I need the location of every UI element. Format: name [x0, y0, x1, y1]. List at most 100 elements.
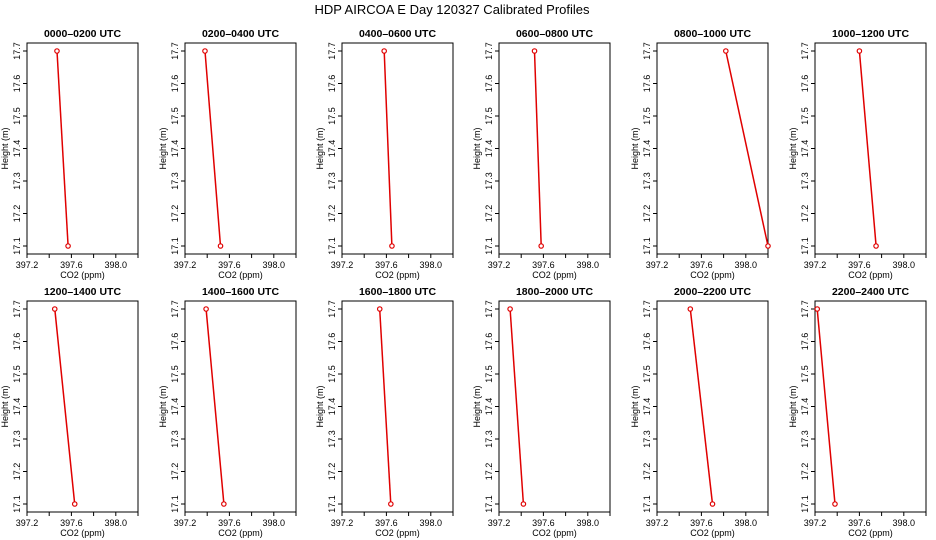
- x-axis-label: CO2 (ppm): [375, 270, 420, 280]
- y-tick-label: 17.4: [800, 140, 810, 158]
- y-tick-label: 17.1: [170, 237, 180, 255]
- y-tick-label: 17.4: [327, 140, 337, 158]
- x-tick-label: 397.2: [174, 518, 197, 528]
- data-point: [856, 48, 863, 54]
- y-tick-label: 17.2: [642, 463, 652, 481]
- x-tick-label: 397.2: [331, 518, 354, 528]
- y-tick-label: 17.7: [642, 42, 652, 60]
- y-tick-label: 17.2: [12, 205, 22, 223]
- panel-title: 0800–1000 UTC: [674, 28, 751, 40]
- y-tick-label: 17.5: [642, 365, 652, 383]
- x-tick-label: 398.0: [105, 260, 128, 270]
- y-axis-label: Height (m): [788, 385, 798, 427]
- panel-title: 1400–1600 UTC: [202, 286, 279, 298]
- x-tick-label: 397.2: [331, 260, 354, 270]
- x-axis-label: CO2 (ppm): [532, 270, 577, 280]
- data-point: [765, 243, 771, 249]
- panel-title: 1600–1800 UTC: [359, 286, 436, 298]
- y-tick-label: 17.2: [12, 463, 22, 481]
- plot-frame: [498, 42, 611, 255]
- y-axis-label: Height (m): [472, 127, 482, 169]
- data-point: [531, 48, 538, 54]
- x-axis-label: CO2 (ppm): [848, 270, 893, 280]
- y-tick-label: 17.6: [642, 333, 652, 351]
- x-tick-label: 397.6: [848, 260, 871, 270]
- y-axis-label: Height (m): [158, 127, 168, 169]
- y-tick-label: 17.3: [800, 430, 810, 448]
- y-tick-label: 17.6: [484, 75, 494, 93]
- plot-frame: [184, 300, 297, 513]
- y-tick-label: 17.1: [484, 495, 494, 513]
- x-tick-label: 398.0: [735, 260, 758, 270]
- y-tick-label: 17.7: [327, 42, 337, 60]
- panel-title: 0000–0200 UTC: [44, 28, 121, 40]
- y-axis-label: Height (m): [158, 385, 168, 427]
- y-tick-label: 17.7: [800, 42, 810, 60]
- y-tick-label: 17.1: [642, 495, 652, 513]
- y-tick-label: 17.1: [170, 495, 180, 513]
- profile-line: [378, 308, 392, 505]
- y-tick-label: 17.4: [170, 398, 180, 416]
- x-tick-label: 398.0: [420, 518, 443, 528]
- plot-frame: [184, 42, 297, 255]
- panel-title: 0400–0600 UTC: [359, 28, 436, 40]
- y-tick-label: 17.7: [484, 300, 494, 318]
- y-tick-label: 17.5: [800, 107, 810, 125]
- y-axis-label: Height (m): [788, 127, 798, 169]
- y-tick-label: 17.4: [327, 398, 337, 416]
- x-tick-label: 397.6: [60, 518, 83, 528]
- data-point: [507, 306, 513, 312]
- plot-frame: [814, 42, 927, 255]
- profile-line: [689, 308, 714, 505]
- y-tick-label: 17.3: [170, 430, 180, 448]
- profile-line: [509, 308, 525, 505]
- y-tick-label: 17.6: [800, 75, 810, 93]
- x-axis-label: CO2 (ppm): [532, 528, 577, 538]
- plot-frame: [656, 300, 769, 513]
- y-tick-label: 17.3: [484, 172, 494, 190]
- data-point: [54, 48, 60, 54]
- y-tick-label: 17.4: [642, 140, 652, 158]
- y-tick-label: 17.6: [642, 75, 652, 93]
- y-tick-label: 17.5: [12, 365, 22, 383]
- x-axis-label: CO2 (ppm): [690, 528, 735, 538]
- y-axis-label: Height (m): [630, 385, 640, 427]
- y-tick-label: 17.4: [642, 398, 652, 416]
- y-tick-label: 17.1: [12, 237, 22, 255]
- x-tick-label: 398.0: [577, 518, 600, 528]
- y-tick-label: 17.3: [327, 172, 337, 190]
- x-tick-label: 397.6: [848, 518, 871, 528]
- y-tick-label: 17.2: [170, 463, 180, 481]
- x-tick-label: 397.2: [646, 518, 669, 528]
- profile-line: [858, 50, 877, 247]
- x-axis-label: CO2 (ppm): [218, 528, 263, 538]
- y-tick-label: 17.6: [327, 333, 337, 351]
- y-tick-label: 17.4: [484, 140, 494, 158]
- data-point: [202, 48, 208, 54]
- data-point: [687, 306, 694, 312]
- data-point: [221, 501, 227, 507]
- y-tick-label: 17.5: [327, 365, 337, 383]
- y-tick-label: 17.3: [12, 430, 22, 448]
- y-tick-label: 17.1: [327, 237, 337, 255]
- data-point: [832, 501, 838, 507]
- y-tick-label: 17.3: [12, 172, 22, 190]
- data-point: [709, 501, 716, 507]
- panel-title: 2000–2200 UTC: [674, 286, 751, 298]
- x-tick-label: 397.6: [60, 260, 83, 270]
- y-tick-label: 17.4: [484, 398, 494, 416]
- x-tick-label: 398.0: [893, 260, 916, 270]
- x-tick-label: 398.0: [735, 518, 758, 528]
- y-tick-label: 17.7: [800, 300, 810, 318]
- y-tick-label: 17.6: [327, 75, 337, 93]
- x-tick-label: 397.6: [218, 518, 241, 528]
- x-tick-label: 397.2: [804, 260, 827, 270]
- y-tick-label: 17.6: [170, 75, 180, 93]
